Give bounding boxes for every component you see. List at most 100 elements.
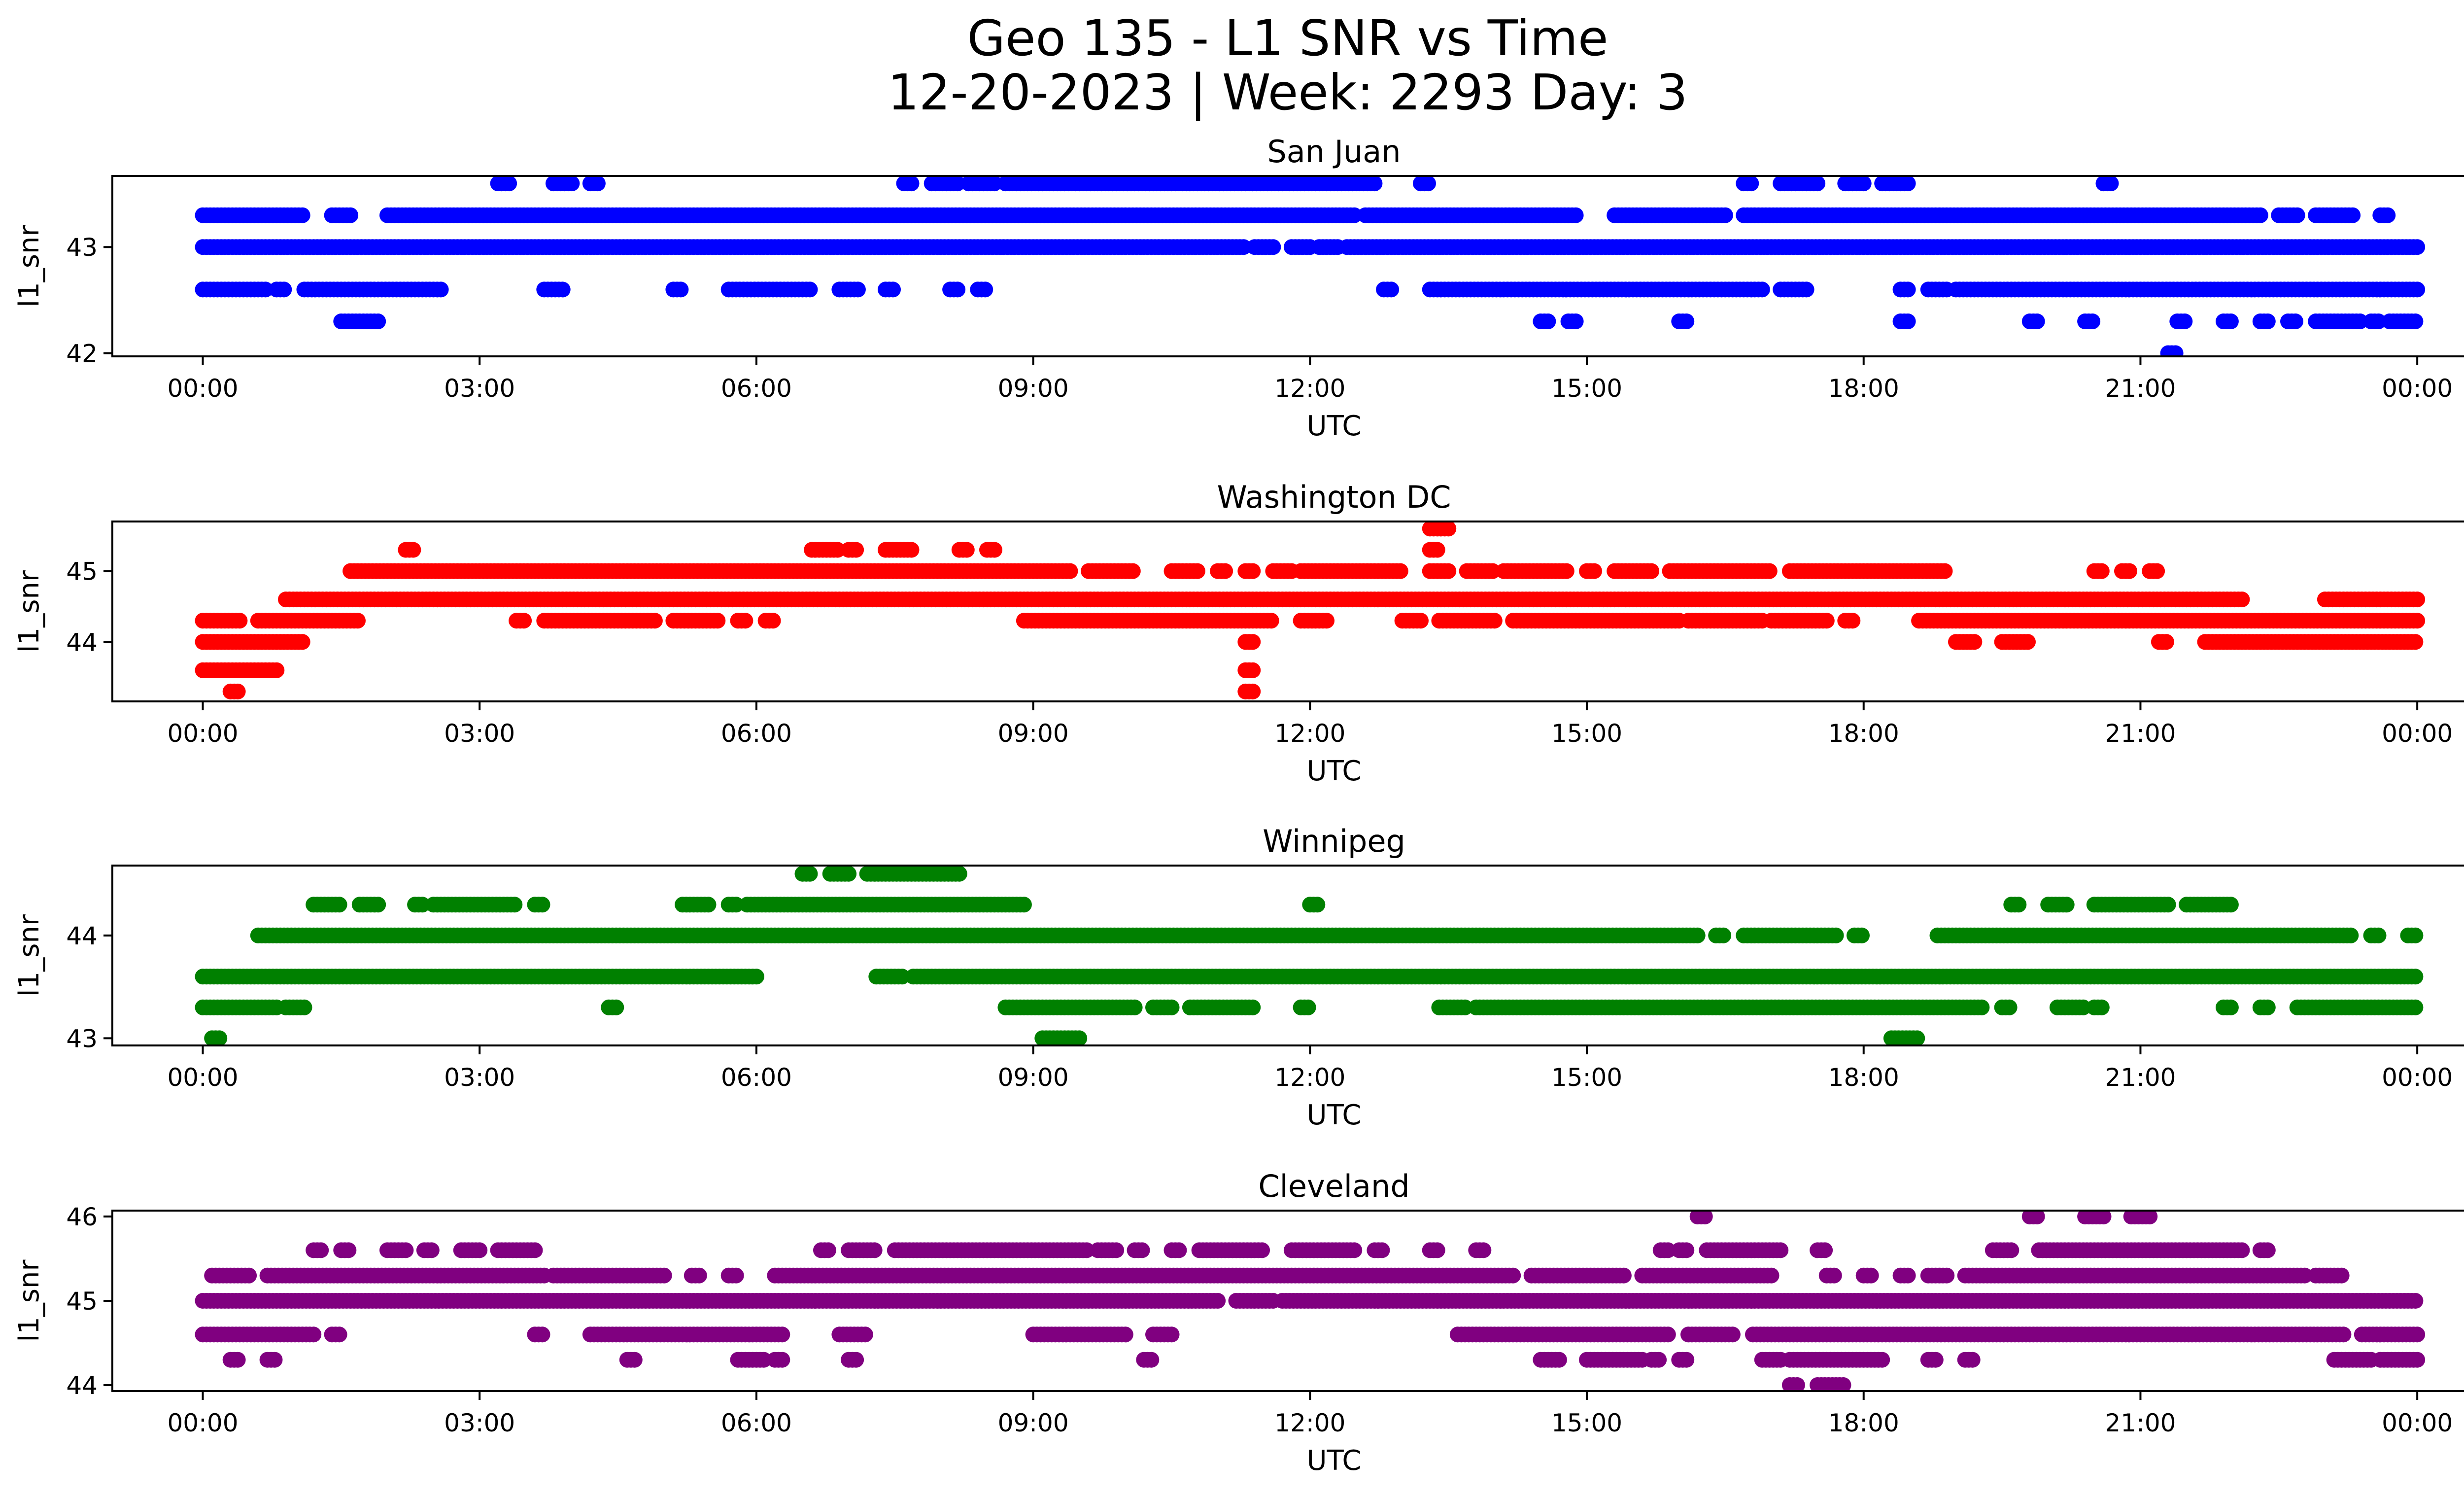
data-point xyxy=(1854,927,1870,943)
data-point xyxy=(2370,927,2387,943)
y-tick-label: 45 xyxy=(66,557,98,586)
data-point xyxy=(1568,207,1584,223)
data-point xyxy=(1689,927,1706,943)
data-point xyxy=(2158,634,2174,650)
data-point xyxy=(2167,345,2184,356)
x-tick-label: 18:00 xyxy=(1828,719,1899,748)
data-point xyxy=(608,999,624,1015)
data-point xyxy=(710,613,726,629)
data-point xyxy=(700,897,717,913)
data-point xyxy=(2289,207,2305,223)
data-point xyxy=(1016,897,1032,913)
x-tick-label: 18:00 xyxy=(1828,374,1899,403)
data-point xyxy=(1383,281,1400,298)
data-point xyxy=(1164,999,1180,1015)
panel-title: Cleveland xyxy=(1258,1168,1409,1204)
x-tick-label: 00:00 xyxy=(2382,374,2453,403)
data-point xyxy=(370,897,386,913)
data-point xyxy=(398,1242,414,1258)
data-point xyxy=(2029,313,2045,329)
y-axis-label: l1_snr xyxy=(13,225,45,308)
data-point xyxy=(2234,591,2250,608)
data-point xyxy=(2223,999,2239,1015)
data-point xyxy=(2409,281,2426,298)
data-point xyxy=(2409,591,2426,608)
data-point xyxy=(1367,176,1383,192)
data-point xyxy=(370,313,386,329)
data-point xyxy=(294,634,310,650)
data-point xyxy=(516,613,532,629)
data-point xyxy=(423,1242,440,1258)
data-point xyxy=(2177,313,2193,329)
data-point xyxy=(1743,176,1759,192)
data-point xyxy=(748,969,764,985)
data-point xyxy=(1810,176,1826,192)
scatter-points xyxy=(195,522,2426,699)
data-point xyxy=(1245,999,1261,1015)
y-tick-label: 42 xyxy=(66,340,98,368)
data-point xyxy=(1319,613,1335,629)
data-point xyxy=(728,897,744,913)
figure-title-line2: 12-20-2023 | Week: 2293 Day: 3 xyxy=(888,64,1687,121)
x-axis-label: UTC xyxy=(1306,410,1361,442)
x-tick-label: 06:00 xyxy=(721,719,792,748)
data-point xyxy=(894,969,910,985)
data-point xyxy=(232,613,248,629)
data-point xyxy=(1457,999,1473,1015)
data-point xyxy=(2011,897,2027,913)
data-point xyxy=(211,1030,228,1045)
x-tick-label: 06:00 xyxy=(721,1063,792,1092)
data-point xyxy=(2407,313,2424,329)
data-point xyxy=(1568,313,1584,329)
x-tick-label: 00:00 xyxy=(2382,719,2453,748)
data-point xyxy=(1540,313,1556,329)
data-point xyxy=(1265,239,1281,255)
data-point xyxy=(1855,176,1872,192)
scatter-points xyxy=(195,176,2426,356)
data-point xyxy=(1643,563,1660,579)
data-point xyxy=(1974,999,1990,1015)
data-point xyxy=(2085,313,2101,329)
data-point xyxy=(1966,634,1983,650)
data-point xyxy=(414,897,431,913)
data-point xyxy=(1486,613,1503,629)
data-point xyxy=(2407,634,2424,650)
data-point xyxy=(2122,563,2137,579)
x-tick-label: 06:00 xyxy=(721,374,792,403)
data-point xyxy=(313,1242,329,1258)
data-point xyxy=(2259,999,2276,1015)
data-point xyxy=(1900,176,1916,192)
data-point xyxy=(802,866,818,882)
data-point xyxy=(2223,897,2239,913)
data-point xyxy=(673,281,689,298)
data-point xyxy=(269,662,285,678)
data-point xyxy=(1697,1211,1713,1224)
data-point xyxy=(2288,313,2303,329)
data-point xyxy=(977,281,993,298)
data-point xyxy=(950,176,966,192)
data-point xyxy=(2352,313,2368,329)
data-point xyxy=(1909,1030,1925,1045)
x-tick-label: 09:00 xyxy=(998,1063,1069,1092)
data-point xyxy=(1245,683,1261,699)
data-point xyxy=(2142,1211,2158,1224)
y-tick-label: 44 xyxy=(66,922,98,950)
data-point xyxy=(1937,563,1953,579)
x-tick-label: 00:00 xyxy=(167,719,238,748)
y-tick-label: 44 xyxy=(66,628,98,657)
data-point xyxy=(1245,634,1261,650)
figure-title-line1: Geo 135 - L1 SNR vs Time xyxy=(967,9,1608,67)
data-point xyxy=(501,176,517,192)
x-tick-label: 09:00 xyxy=(998,719,1069,748)
y-tick-label: 43 xyxy=(66,233,98,262)
x-tick-label: 21:00 xyxy=(2105,1063,2176,1092)
data-point xyxy=(903,176,920,192)
panel-title: San Juan xyxy=(1267,134,1401,170)
data-point xyxy=(2075,999,2091,1015)
panel-title: Winnipeg xyxy=(1263,823,1405,859)
data-point xyxy=(1900,313,1916,329)
panel-title: Washington DC xyxy=(1217,479,1451,515)
